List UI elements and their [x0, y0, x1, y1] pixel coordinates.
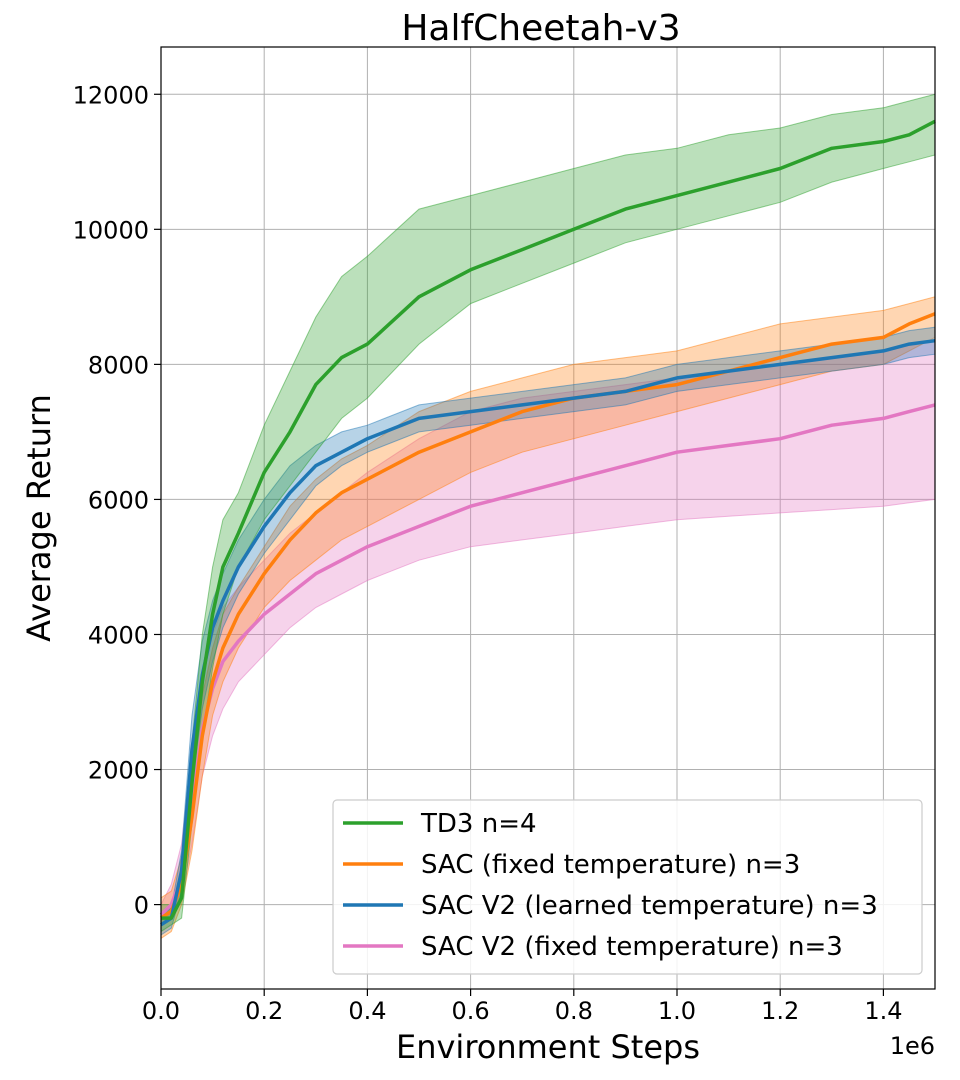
y-axis-label: Average Return	[20, 394, 58, 642]
legend-box	[332, 799, 923, 975]
x-tick-label: 0.4	[348, 997, 386, 1025]
legend-label-1: SAC (fixed temperature) n=3	[421, 850, 800, 880]
x-tick-label: 1.4	[864, 997, 902, 1025]
x-tick-label: 0.6	[452, 997, 490, 1025]
grid	[160, 47, 935, 989]
chart-title: HalfCheetah-v3	[401, 8, 680, 49]
y-tick-label: 4000	[88, 621, 149, 649]
x-axis-offset-label: 1e6	[890, 1032, 935, 1060]
plot-frame	[160, 46, 936, 990]
series-lines	[159, 119, 936, 927]
y-tick-label: 10000	[73, 216, 149, 244]
x-tick-label: 1.0	[658, 997, 696, 1025]
legend-label-3: SAC V2 (fixed temperature) n=3	[421, 932, 843, 962]
y-tick-label: 2000	[88, 757, 149, 785]
y-axis-ticks: 0 2000 4000 6000 8000 10000 12000	[73, 81, 161, 920]
x-axis-label: Environment Steps	[396, 1028, 700, 1066]
x-axis-ticks: 0.0 0.2 0.4 0.6 0.8 1.0 1.2 1.4	[142, 989, 902, 1025]
legend-label-0: TD3 n=4	[420, 809, 537, 839]
y-tick-label: 8000	[88, 351, 149, 379]
x-tick-label: 0.8	[555, 997, 593, 1025]
legend: TD3 n=4 SAC (fixed temperature) n=3 SAC V2…	[332, 799, 923, 975]
line-series-1	[160, 312, 936, 920]
line-series-0	[161, 119, 936, 920]
y-tick-label: 6000	[88, 486, 149, 514]
x-tick-label: 0.0	[142, 997, 180, 1025]
x-tick-label: 1.2	[761, 997, 799, 1025]
y-tick-label: 0	[134, 892, 149, 920]
x-tick-label: 0.2	[245, 997, 283, 1025]
legend-label-2: SAC V2 (learned temperature) n=3	[421, 891, 878, 921]
y-tick-label: 12000	[73, 81, 149, 109]
